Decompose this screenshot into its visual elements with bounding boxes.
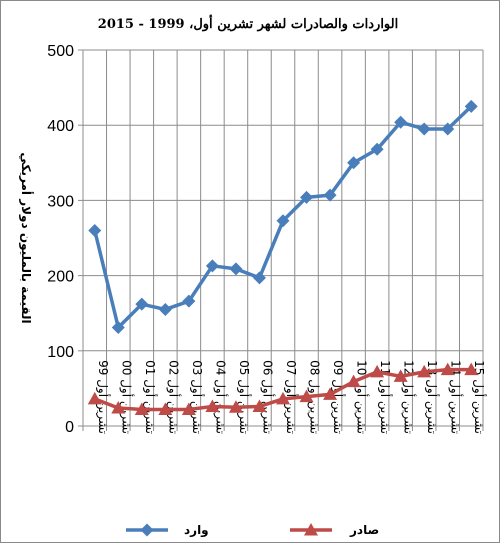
data-point [393, 369, 408, 382]
data-point [299, 389, 314, 403]
x-tick-label: تشرين أول 15 [471, 360, 487, 434]
y-ticks: 0 100 200 300 400 500 [47, 43, 74, 436]
data-point [370, 142, 384, 156]
legend-item-1: وارد [126, 523, 209, 538]
chart-title: الواردات والصادرات لشهر تشرين أول، 1999 … [98, 15, 398, 32]
data-point [441, 122, 455, 136]
x-tick-label: تشرين أول 09 [330, 360, 346, 434]
data-point [323, 387, 338, 400]
x-tick-label: تشرين أول 01 [142, 360, 158, 434]
axes [78, 49, 484, 431]
series-1 [88, 99, 478, 334]
x-tick-label: تشرين أول 14 [448, 360, 464, 434]
data-point [252, 399, 267, 412]
y-tick-label: 200 [47, 269, 74, 286]
data-point [300, 190, 314, 204]
data-point [464, 99, 478, 113]
data-point [417, 364, 432, 378]
x-tick-label: تشرين أول 03 [189, 360, 205, 434]
x-tick-label: تشرين أول 06 [259, 360, 275, 434]
y-axis-label: القيمة بالمليون دولار أمريكي [18, 152, 34, 323]
x-tick-label: تشرين أول 04 [212, 360, 228, 434]
y-tick-label: 100 [47, 344, 74, 361]
data-point [205, 399, 220, 412]
data-point [370, 364, 385, 378]
legend-item-2: صادر [290, 523, 379, 537]
data-point [87, 391, 102, 405]
data-point [417, 122, 431, 136]
legend-marker [140, 523, 154, 537]
x-tick-label: تشرين أول 00 [118, 360, 134, 434]
data-point [111, 400, 126, 414]
data-point [394, 115, 408, 129]
legend-label: صادر [349, 523, 379, 537]
series-2 [87, 362, 479, 415]
data-point [323, 188, 337, 202]
data-point [276, 391, 290, 405]
legend-marker [304, 523, 318, 536]
data-point [440, 362, 455, 376]
data-point [182, 294, 196, 308]
data-point [181, 402, 196, 415]
data-point [347, 156, 361, 170]
data-point [346, 374, 361, 388]
y-tick-label: 300 [47, 193, 74, 210]
data-point [135, 297, 149, 311]
data-point [88, 223, 102, 237]
x-tick-label: تشرين أول 11 [377, 360, 393, 434]
x-tick-label: تشرين أول 10 [354, 360, 370, 434]
grid [83, 49, 484, 426]
data-point [205, 259, 219, 273]
data-point [158, 302, 172, 316]
data-point [229, 262, 243, 276]
data-point [276, 214, 290, 228]
y-tick-label: 400 [47, 118, 74, 135]
data-point [134, 402, 149, 415]
data-point [228, 400, 243, 413]
x-tick-label: تشرين أول 02 [165, 360, 181, 434]
x-tick-label: تشرين أول 13 [424, 360, 440, 434]
x-tick-label: تشرين أول 05 [236, 360, 252, 434]
data-point [252, 271, 266, 285]
y-tick-label: 500 [47, 43, 74, 60]
x-tick-label: تشرين أول 99 [95, 360, 111, 434]
legend-label: وارد [184, 523, 209, 538]
data-point [111, 320, 125, 334]
series-group [87, 99, 479, 415]
legend: وارد صادر [126, 523, 379, 538]
x-tick-label: تشرين أول 12 [401, 360, 417, 434]
data-point [464, 362, 479, 376]
data-point [158, 402, 173, 415]
y-tick-label: 0 [65, 419, 74, 436]
